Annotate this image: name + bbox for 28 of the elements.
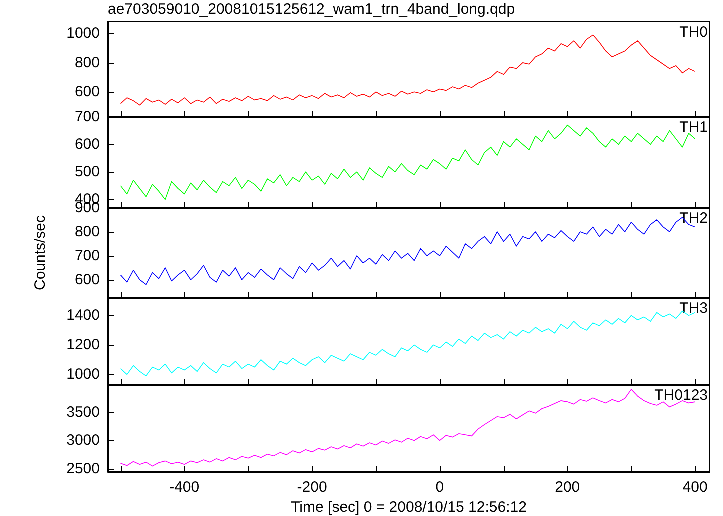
y-tick-label: 1000: [66, 25, 100, 42]
y-tick-label: 3000: [66, 432, 100, 450]
y-tick-label: 1000: [66, 366, 100, 384]
y-axis-title: Counts/sec: [32, 214, 49, 291]
annotation: TH2: [680, 210, 708, 227]
y-tick-label: 600: [74, 136, 100, 154]
x-tick-label: 400: [682, 479, 708, 496]
annotation: TH1: [680, 119, 708, 136]
y-tick-label: 800: [74, 224, 100, 240]
annotation: TH0: [680, 24, 708, 41]
x-tick-label: 0: [436, 479, 444, 496]
x-tick-label: -200: [297, 479, 328, 496]
x-tick-label: 200: [555, 479, 580, 496]
annotation: TH0123: [654, 387, 708, 404]
y-tick-label: 600: [74, 84, 100, 101]
y-tick-label: 700: [74, 248, 100, 264]
y-tick-label: 1200: [66, 336, 100, 354]
y-tick-label: 700: [74, 108, 100, 126]
chart-title: ae703059010_20081015125612_wam1_trn_4band_long.qdp: [108, 1, 516, 18]
y-tick-label: 800: [74, 54, 100, 72]
x-tick-label: -400: [170, 479, 200, 496]
annotation: TH3: [680, 300, 708, 317]
y-tick-label: 600: [74, 272, 100, 288]
x-axis-title: Time [sec] 0 = 2008/10/15 12:56:12: [291, 499, 527, 516]
y-tick-label: 500: [74, 164, 100, 181]
y-tick-label: 1400: [66, 307, 100, 324]
y-tick-label: 3500: [66, 404, 100, 421]
y-tick-label: 2500: [66, 460, 100, 478]
